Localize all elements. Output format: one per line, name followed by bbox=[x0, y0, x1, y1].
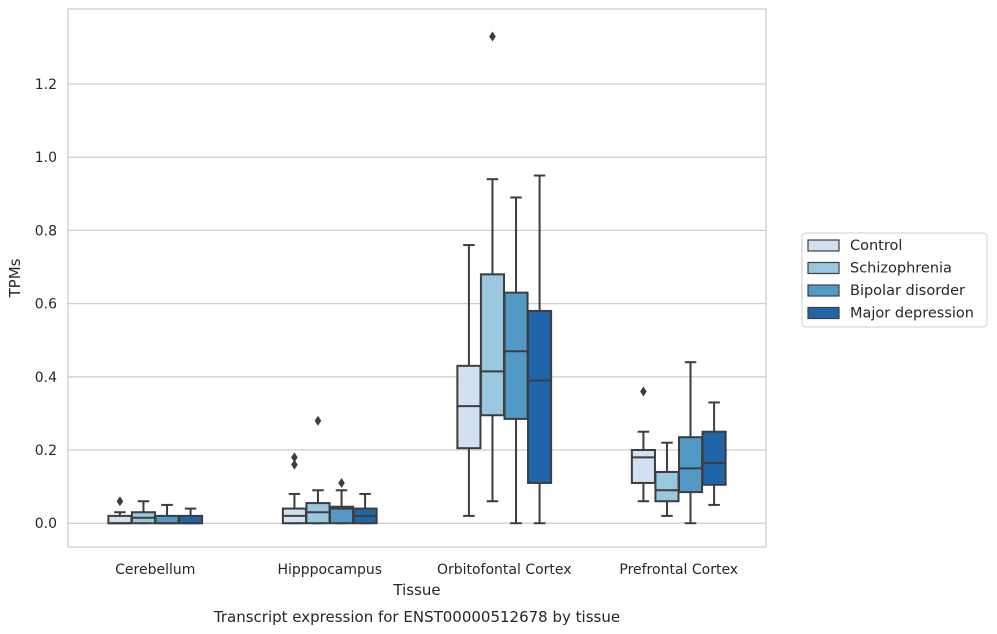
y-tick-label: 1.2 bbox=[35, 77, 57, 93]
legend-item: Schizophrenia bbox=[807, 261, 952, 277]
iqr-box bbox=[154, 514, 180, 525]
outlier-point bbox=[338, 477, 345, 488]
plot-frame bbox=[67, 8, 767, 548]
legend-item: Bipolar disorder bbox=[807, 283, 965, 299]
outlier-point bbox=[291, 459, 298, 470]
iqr-box bbox=[479, 273, 506, 417]
legend-label: Schizophrenia bbox=[850, 261, 952, 277]
iqr-box bbox=[527, 309, 553, 484]
outlier-point bbox=[116, 496, 124, 507]
chart-title: Transcript expression for ENST0000051267… bbox=[213, 608, 620, 626]
iqr-box bbox=[701, 430, 727, 486]
iqr-box bbox=[178, 514, 204, 525]
iqr-box bbox=[630, 449, 656, 484]
legend-item: Major depression bbox=[807, 306, 974, 322]
grid-lines bbox=[68, 83, 766, 524]
box-3-1 bbox=[654, 441, 680, 517]
legend-item: Control bbox=[807, 238, 902, 254]
legend-swatch bbox=[807, 261, 840, 275]
box-1-2 bbox=[328, 477, 355, 525]
y-tick-label: 0.0 bbox=[35, 516, 57, 532]
box-1-1 bbox=[305, 415, 331, 525]
box-3-3 bbox=[701, 401, 727, 506]
box-groups bbox=[107, 31, 727, 525]
x-axis-label: Tissue bbox=[392, 581, 440, 599]
box-0-0 bbox=[107, 496, 133, 525]
x-tick-label: Orbitofontal Cortex bbox=[437, 562, 572, 578]
iqr-box bbox=[654, 470, 680, 503]
y-tick-label: 0.6 bbox=[35, 297, 57, 313]
outlier-point bbox=[489, 31, 496, 42]
y-tick-labels: 0.0 0.2 0.4 0.6 0.8 1.0 1.2 bbox=[35, 77, 57, 532]
y-tick-label: 1.0 bbox=[35, 150, 57, 166]
box-3-2 bbox=[677, 361, 704, 525]
box-3-0 bbox=[630, 386, 656, 503]
box-0-2 bbox=[154, 503, 180, 525]
iqr-box bbox=[503, 291, 529, 420]
outlier-point bbox=[291, 452, 298, 463]
x-tick-label: Cerebellum bbox=[115, 562, 195, 578]
legend-swatch bbox=[807, 306, 840, 320]
x-tick-label: Hipppocampus bbox=[277, 562, 382, 578]
box-2-2 bbox=[503, 196, 529, 525]
legend-frame bbox=[801, 232, 988, 328]
box-0-3 bbox=[178, 507, 204, 525]
x-tick-label: Prefrontal Cortex bbox=[619, 562, 738, 578]
y-tick-label: 0.8 bbox=[35, 223, 57, 239]
outlier-point bbox=[640, 386, 647, 397]
box-0-1 bbox=[130, 500, 157, 525]
iqr-box bbox=[107, 514, 133, 525]
y-axis-label: TPMs bbox=[6, 258, 24, 298]
box-2-1 bbox=[479, 31, 506, 503]
legend-label: Major depression bbox=[850, 306, 974, 322]
outlier-point bbox=[314, 415, 322, 426]
legend-swatch bbox=[807, 239, 840, 252]
legend-swatch bbox=[807, 284, 840, 297]
box-2-0 bbox=[456, 244, 482, 517]
box-2-3 bbox=[527, 174, 553, 525]
box-1-0 bbox=[281, 452, 307, 525]
iqr-box bbox=[677, 436, 704, 494]
y-tick-label: 0.4 bbox=[35, 370, 57, 386]
x-tick-labels: Cerebellum Hipppocampus Orbitofontal Corte… bbox=[115, 562, 738, 578]
legend-label: Bipolar disorder bbox=[850, 283, 965, 299]
legend-label: Control bbox=[850, 238, 902, 254]
box-1-3 bbox=[352, 492, 378, 525]
legend: Control Schizophrenia Bipolar disorder Majo… bbox=[801, 232, 988, 328]
y-tick-label: 0.2 bbox=[35, 443, 57, 459]
